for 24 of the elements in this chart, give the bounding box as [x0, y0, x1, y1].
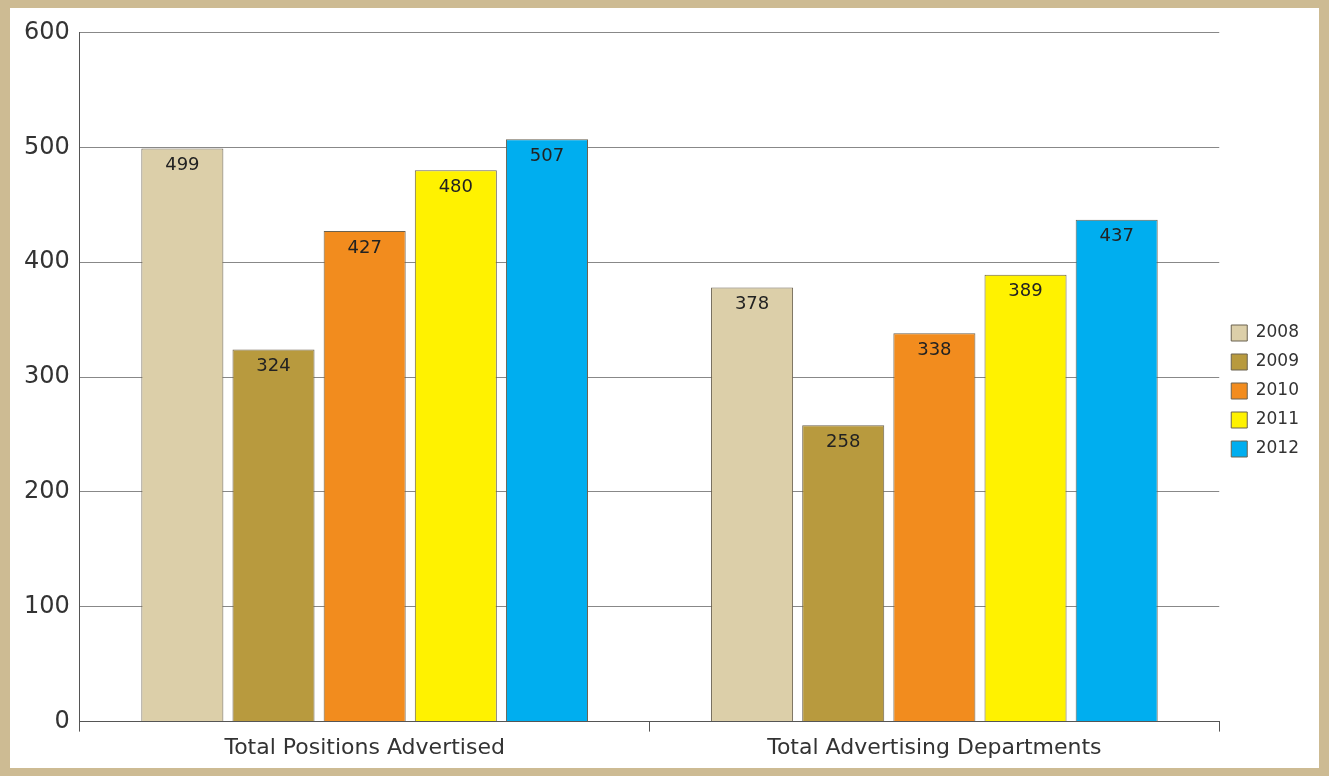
- data-label: 437: [1099, 224, 1134, 246]
- y-tick-label: 600: [24, 16, 70, 45]
- data-label: 480: [438, 174, 473, 196]
- data-label: 324: [256, 354, 291, 376]
- data-label: 378: [734, 292, 770, 314]
- y-tick-label: 400: [24, 246, 70, 275]
- x-tick-label: Total Positions Advertised: [223, 733, 505, 759]
- data-label: 258: [826, 429, 861, 451]
- legend-label: 2011: [1255, 408, 1299, 429]
- x-tick-label: Total Advertising Departments: [766, 733, 1102, 759]
- data-label: 507: [529, 143, 565, 165]
- legend-label: 2008: [1255, 321, 1299, 342]
- legend-label: 2009: [1255, 350, 1299, 371]
- y-tick-label: 100: [24, 590, 70, 619]
- data-label: 338: [917, 338, 952, 360]
- y-tick-label: 200: [24, 476, 70, 505]
- y-tick-label: 0: [54, 705, 70, 734]
- y-tick-label: 500: [24, 131, 70, 160]
- y-tick-label: 300: [24, 361, 70, 390]
- data-label: 427: [347, 235, 382, 257]
- legend-label: 2010: [1255, 379, 1299, 400]
- legend-label: 2012: [1255, 437, 1299, 458]
- data-label: 389: [1008, 279, 1043, 301]
- data-label: 499: [165, 153, 200, 175]
